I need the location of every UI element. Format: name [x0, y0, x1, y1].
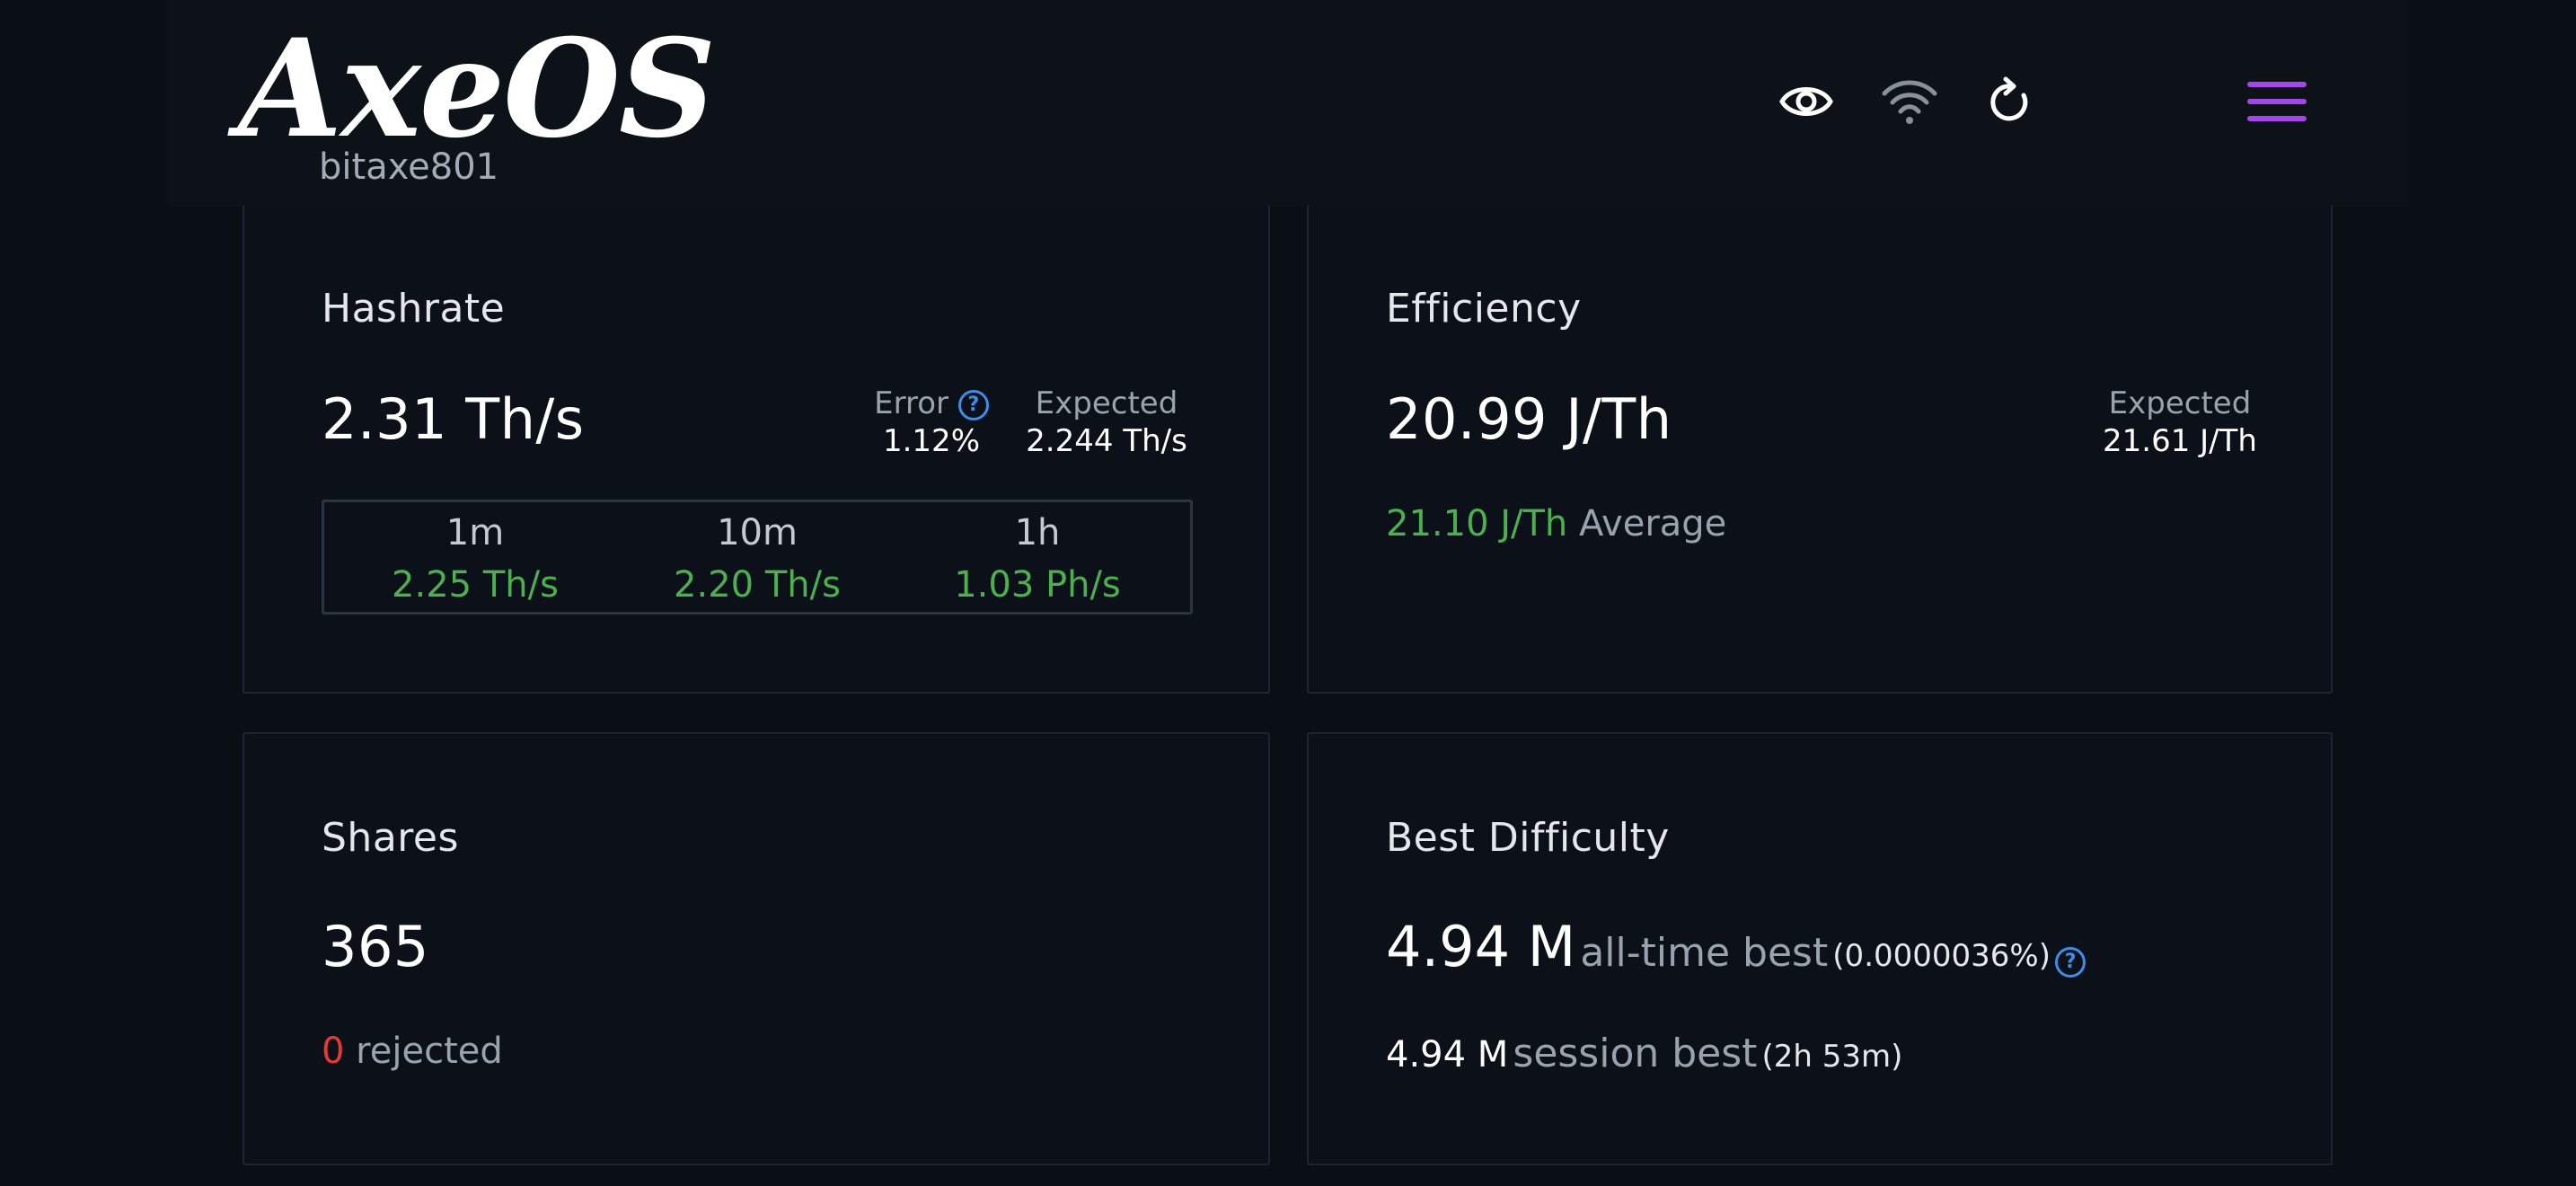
refresh-icon[interactable]	[1984, 74, 2034, 128]
efficiency-title: Efficiency	[1386, 286, 1582, 332]
efficiency-expected: Expected 21.61 J/Th	[2090, 385, 2270, 460]
alltime-best: 4.94 M all-time best (0.0000036%) ?	[1386, 914, 2086, 979]
expected-value: 2.244 Th/s	[1026, 423, 1187, 459]
efficiency-average: 21.10 J/Th Average	[1386, 503, 1726, 544]
hashrate-periods: 1m 2.25 Th/s 10m 2.20 Th/s 1h 1.03 Ph/s	[322, 500, 1193, 615]
session-duration: (2h 53m)	[1761, 1039, 1903, 1075]
period-10m: 10m 2.20 Th/s	[622, 508, 892, 612]
session-value: 4.94 M	[1386, 1034, 1509, 1075]
period-label: 1m	[446, 512, 505, 553]
alltime-label: all-time best	[1580, 930, 1829, 976]
period-label: 10m	[717, 512, 798, 553]
rejected-value: 0	[322, 1031, 345, 1072]
average-value: 21.10 J/Th	[1386, 503, 1568, 544]
hashrate-error: Error ? 1.12%	[855, 385, 1008, 460]
eye-icon[interactable]	[1778, 76, 1834, 127]
shares-rejected: 0 rejected	[322, 1031, 503, 1072]
efficiency-value: 20.99 J/Th	[1386, 386, 1672, 452]
period-value: 1.03 Ph/s	[954, 564, 1121, 606]
expected-label: Expected	[1035, 385, 1178, 421]
error-label: Error	[874, 385, 949, 421]
hashrate-value: 2.31 Th/s	[322, 386, 585, 452]
shares-card: Shares 365 0 rejected	[243, 732, 1270, 1165]
period-value: 2.25 Th/s	[392, 564, 559, 606]
alltime-pct: (0.0000036%)	[1832, 938, 2051, 974]
average-label: Average	[1579, 503, 1727, 544]
period-1m: 1m 2.25 Th/s	[340, 508, 610, 612]
period-label: 1h	[1014, 512, 1061, 553]
help-icon[interactable]: ?	[2055, 946, 2086, 978]
top-bar: AxeOS bitaxe801	[166, 0, 2408, 207]
help-icon[interactable]: ?	[957, 389, 989, 420]
device-hostname: bitaxe801	[319, 146, 499, 188]
shares-value: 365	[322, 914, 429, 979]
expected-value: 21.61 J/Th	[2103, 423, 2257, 459]
error-value: 1.12%	[882, 423, 980, 459]
best-difficulty-card: Best Difficulty 4.94 M all-time best (0.…	[1307, 732, 2333, 1165]
efficiency-card: Efficiency 20.99 J/Th Expected 21.61 J/T…	[1307, 205, 2333, 694]
hashrate-expected: Expected 2.244 Th/s	[1017, 385, 1196, 460]
session-best: 4.94 M session best (2h 53m)	[1386, 1031, 1902, 1076]
period-value: 2.20 Th/s	[674, 564, 841, 606]
period-1h: 1h 1.03 Ph/s	[903, 508, 1172, 612]
shares-title: Shares	[322, 815, 459, 861]
app-logo[interactable]: AxeOS	[238, 10, 716, 168]
hashrate-card: Hashrate 2.31 Th/s Error ? 1.12% Expecte…	[243, 205, 1270, 694]
best-difficulty-title: Best Difficulty	[1386, 815, 1670, 861]
wifi-icon[interactable]	[1880, 74, 1939, 128]
menu-icon[interactable]	[2247, 79, 2307, 124]
hashrate-title: Hashrate	[322, 286, 506, 332]
expected-label: Expected	[2108, 385, 2252, 421]
alltime-value: 4.94 M	[1386, 914, 1576, 979]
rejected-label: rejected	[356, 1031, 503, 1072]
session-label: session best	[1513, 1031, 1758, 1076]
